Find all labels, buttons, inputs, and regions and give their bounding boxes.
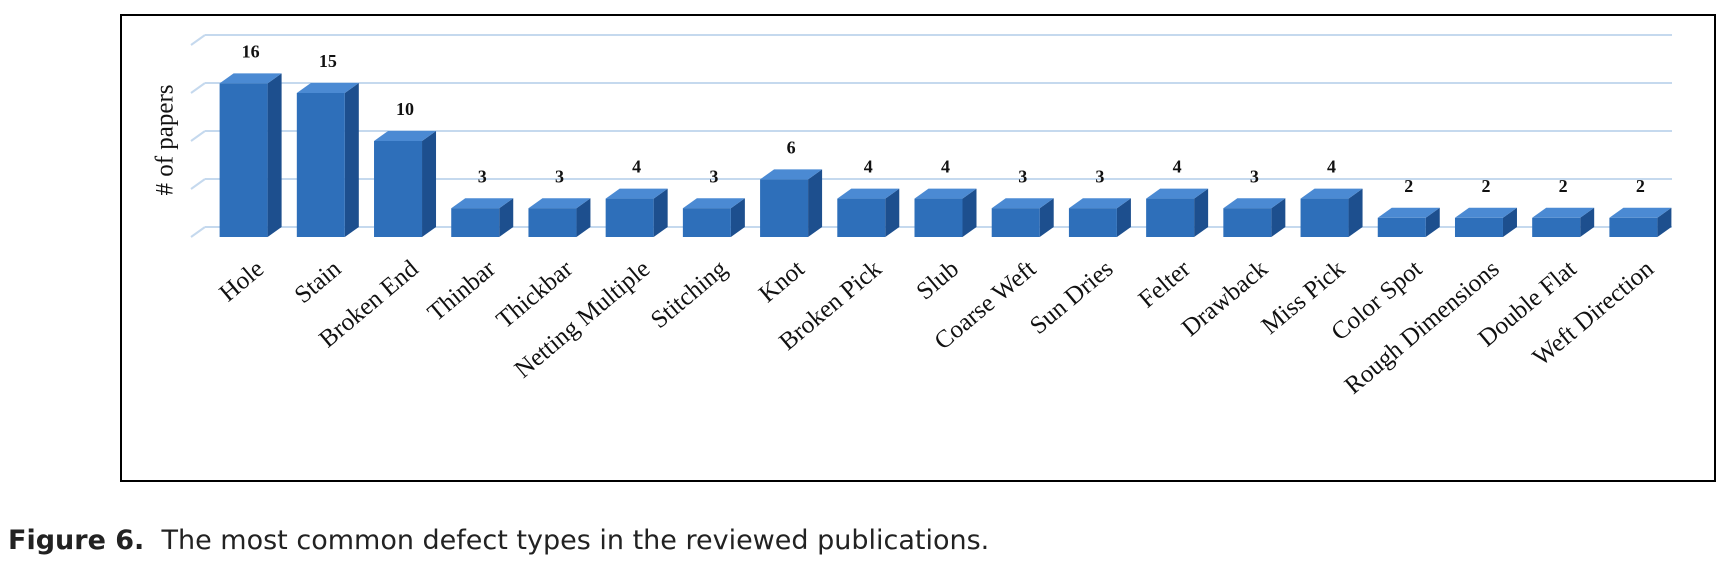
grid-line-edge bbox=[190, 226, 206, 238]
bar bbox=[1223, 208, 1272, 237]
bar-top bbox=[1609, 207, 1672, 218]
data-label: 4 bbox=[632, 157, 641, 177]
bar bbox=[914, 198, 963, 237]
data-label: 15 bbox=[319, 51, 337, 71]
bar bbox=[1532, 217, 1581, 237]
grid-line-edge bbox=[190, 130, 206, 142]
data-label: 6 bbox=[787, 138, 796, 158]
bar-side bbox=[962, 188, 977, 237]
bar-side bbox=[1425, 207, 1440, 237]
bar-side bbox=[730, 198, 745, 237]
bar-side bbox=[422, 131, 437, 237]
grid-line-edge bbox=[190, 82, 206, 94]
bar-side bbox=[1194, 188, 1209, 237]
bar-top bbox=[1223, 198, 1286, 209]
x-tick-label: Knot bbox=[754, 255, 810, 308]
bar bbox=[1300, 198, 1349, 237]
bar-side bbox=[1502, 207, 1517, 237]
x-tick-label: Slub bbox=[912, 255, 964, 305]
x-tick-label: Stain bbox=[290, 255, 347, 309]
y-axis-label: # of papers bbox=[152, 84, 179, 195]
data-label: 4 bbox=[1327, 157, 1336, 177]
bar-top bbox=[219, 73, 282, 84]
data-label: 2 bbox=[1559, 176, 1568, 196]
bar bbox=[296, 93, 345, 237]
bar-side bbox=[576, 198, 591, 237]
bar-side bbox=[499, 198, 514, 237]
data-label: 2 bbox=[1404, 176, 1413, 196]
caption-text: The most common defect types in the revi… bbox=[161, 525, 990, 556]
bar-side bbox=[1116, 198, 1131, 237]
bar bbox=[1454, 217, 1503, 237]
data-label: 3 bbox=[1018, 166, 1027, 186]
bar-top bbox=[1454, 207, 1517, 218]
bar-top bbox=[605, 188, 668, 199]
bar-top bbox=[914, 188, 977, 199]
data-label: 16 bbox=[242, 42, 260, 62]
x-tick-label: Netting Multiple bbox=[510, 255, 656, 383]
bar bbox=[1068, 208, 1117, 237]
data-label: 3 bbox=[555, 166, 564, 186]
bar-top bbox=[1068, 198, 1131, 209]
bar-side bbox=[885, 188, 900, 237]
x-tick-label: Stitching bbox=[646, 255, 733, 334]
x-tick-label: Hole bbox=[215, 255, 270, 307]
bar-side bbox=[344, 83, 359, 237]
bar-top bbox=[296, 83, 359, 93]
bar bbox=[451, 208, 500, 237]
bar-top bbox=[1532, 207, 1595, 218]
bar-top bbox=[1377, 207, 1440, 218]
bar-side bbox=[267, 73, 282, 238]
bar bbox=[760, 179, 809, 237]
bar-side bbox=[1271, 198, 1286, 237]
x-tick-label: Thinbar bbox=[423, 255, 501, 327]
bar bbox=[605, 198, 654, 237]
data-label: 3 bbox=[1250, 166, 1259, 186]
data-label: 3 bbox=[709, 166, 718, 186]
x-tick-label: Drawback bbox=[1177, 255, 1273, 342]
bar bbox=[1609, 217, 1658, 237]
data-label: 3 bbox=[1095, 166, 1104, 186]
data-label: 10 bbox=[396, 99, 414, 119]
bar-top bbox=[682, 198, 745, 209]
bar-top bbox=[374, 131, 437, 141]
data-label: 2 bbox=[1636, 176, 1645, 196]
bar-side bbox=[653, 188, 668, 237]
bar bbox=[219, 83, 268, 238]
bar-side bbox=[808, 169, 823, 237]
bar-top bbox=[837, 188, 900, 199]
caption: Figure 6. The most common defect types i… bbox=[8, 525, 989, 556]
bar bbox=[374, 141, 423, 237]
bar-side bbox=[1039, 198, 1054, 237]
bar bbox=[1377, 217, 1426, 237]
x-tick-label: Sun Dries bbox=[1025, 255, 1118, 340]
bar bbox=[682, 208, 731, 237]
bar-top bbox=[760, 169, 823, 180]
caption-label: Figure 6. bbox=[8, 525, 145, 556]
data-label: 4 bbox=[941, 157, 950, 177]
chart-frame bbox=[120, 14, 1716, 482]
grid-line-edge bbox=[190, 34, 206, 46]
bar-top bbox=[451, 198, 514, 209]
bar-side bbox=[1657, 207, 1672, 237]
bar bbox=[528, 208, 577, 237]
x-tick-label: Felter bbox=[1134, 255, 1197, 314]
bar bbox=[1146, 198, 1195, 237]
bar-side bbox=[1348, 188, 1363, 237]
data-label: 3 bbox=[478, 166, 487, 186]
bar-top bbox=[1300, 188, 1363, 199]
bar-side bbox=[1580, 207, 1595, 237]
data-label: 4 bbox=[1173, 157, 1182, 177]
bar-top bbox=[528, 198, 591, 209]
bar bbox=[837, 198, 886, 237]
data-label: 2 bbox=[1481, 176, 1490, 196]
data-label: 4 bbox=[864, 157, 873, 177]
bar-top bbox=[1146, 188, 1209, 199]
grid-line-edge bbox=[190, 178, 206, 190]
bar bbox=[991, 208, 1040, 237]
bar-top bbox=[991, 198, 1054, 209]
